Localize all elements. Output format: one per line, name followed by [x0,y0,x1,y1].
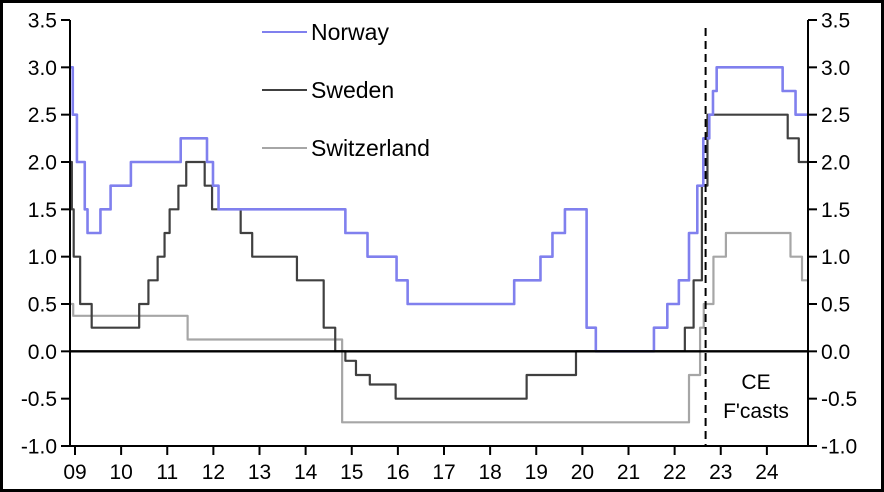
y-tick-label-left: 1.0 [28,246,57,269]
y-tick-label-right: 1.5 [821,199,850,222]
legend-label-norway: Norway [311,18,389,45]
y-tick-label-right: 0.5 [821,294,850,317]
x-tick-label: 22 [663,461,686,484]
legend-item-sweden: Sweden [262,76,395,103]
y-tick-label-right: 2.0 [821,152,850,175]
y-tick-label-left: 2.5 [28,104,57,127]
legend-label-sweden: Sweden [311,76,395,103]
x-tick-label: 10 [109,461,132,484]
legend-item-norway: Norway [262,18,389,45]
y-tick-label-left: 3.0 [28,57,57,80]
sweden-line-swatch [262,88,307,92]
x-tick-label: 17 [432,461,455,484]
x-tick-label: 23 [709,461,732,484]
forecast-annotation: CE F'casts [706,368,806,426]
forecast-annotation-line2: F'casts [723,400,789,423]
y-tick-label-left: 1.5 [28,199,57,222]
x-tick-label: 13 [248,461,271,484]
x-tick-label: 12 [202,461,225,484]
y-tick-label-right: 2.5 [821,104,850,127]
y-tick-label-left: 2.0 [28,152,57,175]
x-tick-label: 20 [571,461,594,484]
x-tick-label: 14 [294,461,318,484]
x-tick-label: 21 [617,461,640,484]
y-tick-label-right: 3.5 [821,10,850,33]
y-tick-label-left: 3.5 [28,10,57,33]
x-tick-label: 18 [478,461,501,484]
y-tick-label-right: -0.5 [821,388,857,411]
x-tick-label: 11 [156,461,178,484]
x-tick-label: 15 [340,461,363,484]
y-tick-label-right: 0.0 [821,341,850,364]
x-tick-label: 24 [755,461,779,484]
x-tick-label: 16 [386,461,409,484]
y-tick-label-left: -0.5 [21,388,57,411]
y-tick-label-left: 0.0 [28,341,57,364]
y-tick-label-right: 1.0 [821,246,850,269]
series-line-norway [70,66,808,353]
legend-item-switzerland: Switzerland [262,134,430,161]
series-line-switzerland [70,231,808,424]
x-tick-label: 09 [63,461,86,484]
y-tick-label-right: 3.0 [821,57,850,80]
forecast-annotation-line1: CE [741,371,771,394]
legend-label-switzerland: Switzerland [311,134,430,161]
y-tick-label-right: -1.0 [821,436,857,459]
norway-line-swatch [262,30,307,34]
y-tick-label-left: -1.0 [21,436,57,459]
switzerland-line-swatch [262,146,307,150]
x-tick-label: 19 [525,461,548,484]
series-line-sweden [70,113,808,400]
y-tick-label-left: 0.5 [28,294,57,317]
